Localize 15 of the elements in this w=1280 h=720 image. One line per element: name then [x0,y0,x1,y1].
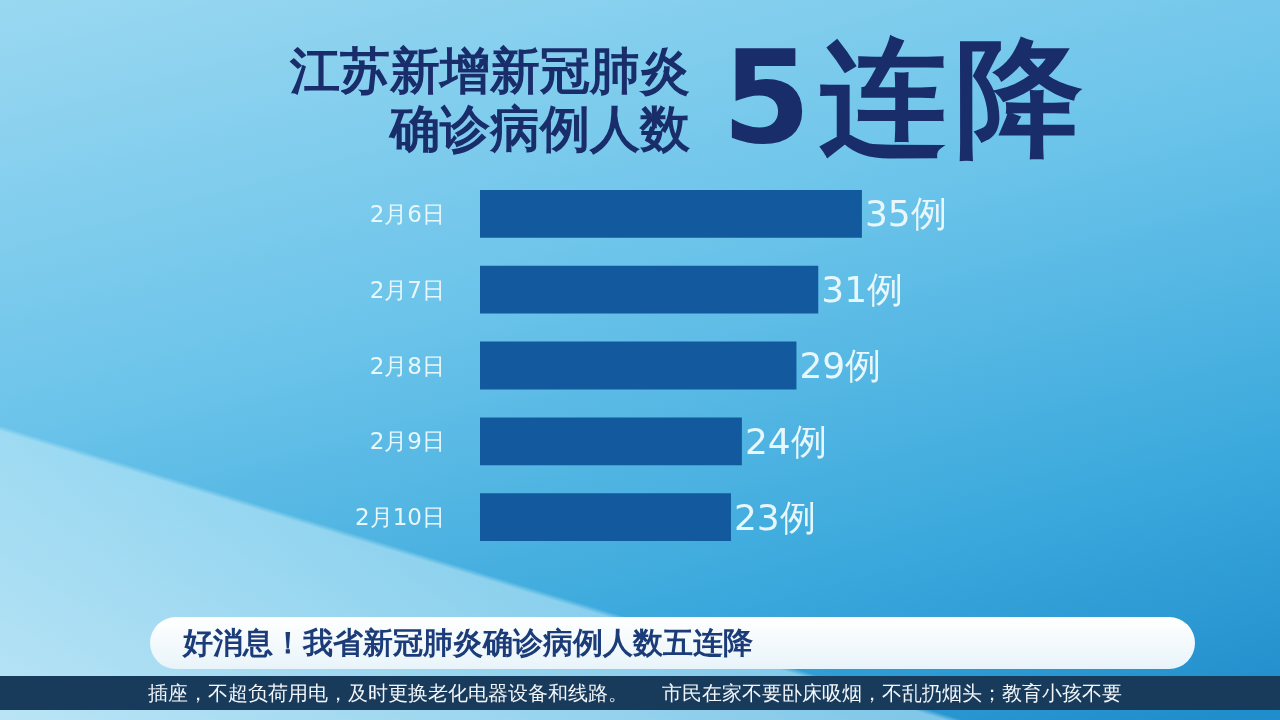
text: 好消息！我省新冠肺炎确诊病例人数五连降 [183,624,753,662]
y-tick-label: 2月10日 [355,504,445,531]
chart-subtitle: 5连降 [722,22,1092,174]
chart-title: 江苏新增新冠肺炎确诊病例人数 [289,42,690,158]
data-label: 24例 [744,420,827,462]
y-tick-label: 2月8日 [369,352,445,379]
y-tick-label: 2月6日 [369,200,445,227]
text: 插座，不超负荷用电，及时更换老化电器设备和线路。 [148,680,628,707]
y-tick-label: 2月7日 [369,276,445,303]
data-label: 29例 [799,345,882,386]
text: 市民在家不要卧床吸烟，不乱扔烟头；教育小孩不要 [662,680,1122,707]
data-label: 23例 [733,496,816,538]
data-label: 35例 [864,193,947,235]
y-tick-label: 2月9日 [369,428,445,455]
data-label: 31例 [821,269,904,311]
